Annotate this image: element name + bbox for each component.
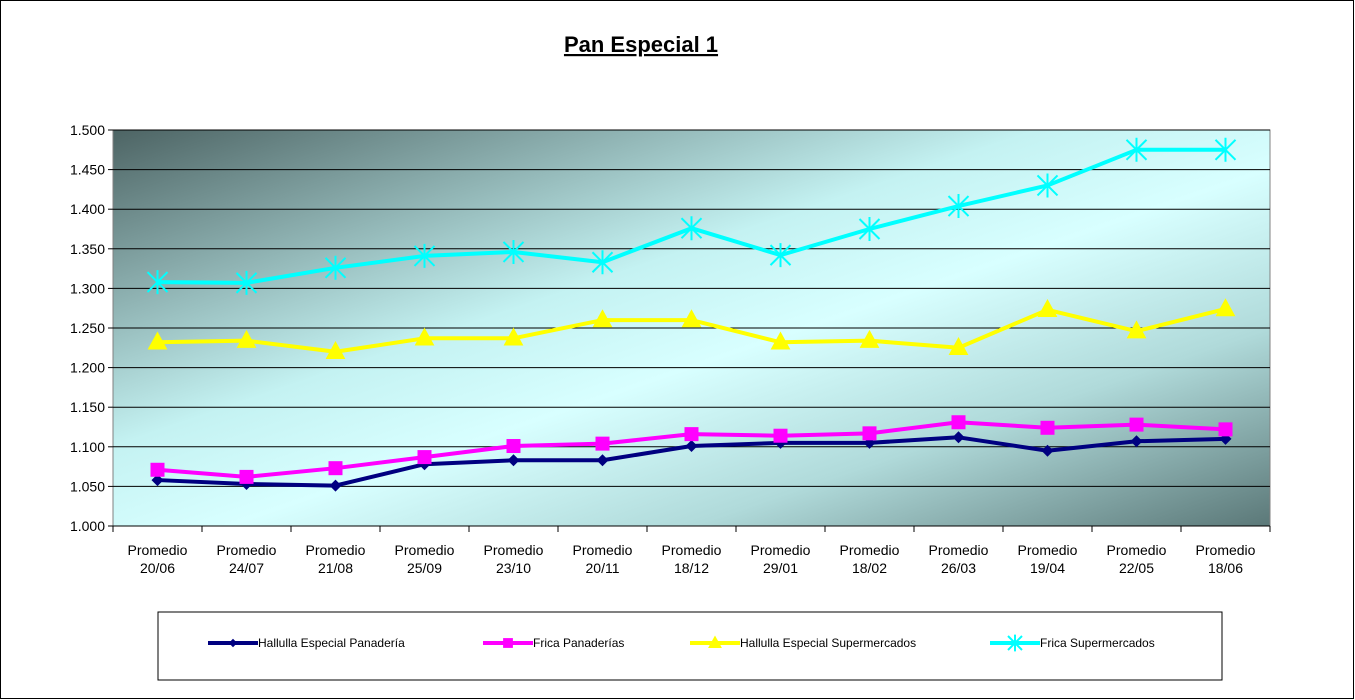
marker <box>596 454 609 467</box>
x-tick-label: Promedio 20/11 <box>573 542 633 576</box>
x-tick-label: Promedio 18/02 <box>840 542 900 576</box>
y-tick-label: 1.350 <box>70 241 105 257</box>
marker <box>770 331 791 350</box>
marker <box>329 479 342 492</box>
marker <box>506 439 521 454</box>
marker <box>239 469 254 484</box>
y-tick-label: 1.300 <box>70 280 105 296</box>
marker <box>1126 320 1147 339</box>
marker <box>146 270 169 295</box>
y-tick-label: 1.100 <box>70 439 105 455</box>
marker <box>1037 298 1058 317</box>
x-tick-label: Promedio 20/06 <box>128 542 188 576</box>
x-tick-label: Promedio 29/01 <box>751 542 811 576</box>
marker <box>685 440 698 453</box>
y-tick-label: 1.500 <box>70 122 105 138</box>
legend-label: Frica Panaderías <box>533 636 624 650</box>
marker <box>150 462 165 477</box>
marker <box>414 327 435 346</box>
marker <box>948 337 969 355</box>
x-tick-label: Promedio 23/10 <box>484 542 544 576</box>
marker <box>1036 173 1059 198</box>
marker <box>502 239 525 264</box>
marker <box>147 331 168 350</box>
y-tick-label: 1.250 <box>70 320 105 336</box>
x-tick-label: Promedio 19/04 <box>1018 542 1078 576</box>
marker <box>859 329 880 348</box>
y-tick-label: 1.450 <box>70 162 105 178</box>
marker <box>413 243 436 268</box>
legend-label: Frica Supermercados <box>1040 636 1155 650</box>
x-tick-label: Promedio 21/08 <box>306 542 366 576</box>
marker <box>1007 634 1023 652</box>
marker <box>592 309 613 328</box>
marker <box>236 329 257 348</box>
y-tick-label: 1.400 <box>70 201 105 217</box>
marker <box>951 415 966 430</box>
x-tick-label: Promedio 18/06 <box>1196 542 1256 576</box>
marker <box>151 474 164 487</box>
marker <box>1214 137 1237 162</box>
marker <box>952 431 965 444</box>
marker <box>708 635 722 649</box>
y-tick-label: 1.150 <box>70 399 105 415</box>
marker <box>324 255 347 280</box>
marker <box>503 638 513 648</box>
marker <box>947 194 970 219</box>
marker <box>680 216 703 241</box>
marker <box>1125 137 1148 162</box>
marker <box>1218 422 1233 437</box>
marker <box>595 436 610 451</box>
marker <box>507 454 520 467</box>
marker <box>417 450 432 465</box>
x-tick-label: Promedio 25/09 <box>395 542 455 576</box>
marker <box>1129 417 1144 432</box>
y-tick-label: 1.050 <box>70 478 105 494</box>
marker <box>328 461 343 476</box>
legend-label: Hallulla Especial Panadería <box>258 636 405 650</box>
y-tick-label: 1.000 <box>70 518 105 534</box>
marker <box>228 638 238 648</box>
legend-label: Hallulla Especial Supermercados <box>740 636 916 650</box>
marker <box>503 327 524 346</box>
marker <box>235 270 258 295</box>
marker <box>773 428 788 443</box>
marker <box>862 426 877 441</box>
marker <box>591 250 614 275</box>
marker <box>1130 435 1143 448</box>
marker <box>1041 444 1054 457</box>
x-tick-label: Promedio 22/05 <box>1107 542 1167 576</box>
marker <box>681 309 702 328</box>
marker <box>684 427 699 442</box>
x-tick-label: Promedio 18/12 <box>662 542 722 576</box>
legend <box>157 611 1223 681</box>
marker <box>1040 420 1055 435</box>
y-tick-label: 1.200 <box>70 360 105 376</box>
marker <box>325 340 346 359</box>
x-tick-label: Promedio 24/07 <box>217 542 277 576</box>
marker <box>769 243 792 268</box>
chart-title: Pan Especial 1 <box>564 32 718 57</box>
marker <box>1215 298 1236 317</box>
x-tick-label: Promedio 26/03 <box>929 542 989 576</box>
marker <box>858 217 881 241</box>
